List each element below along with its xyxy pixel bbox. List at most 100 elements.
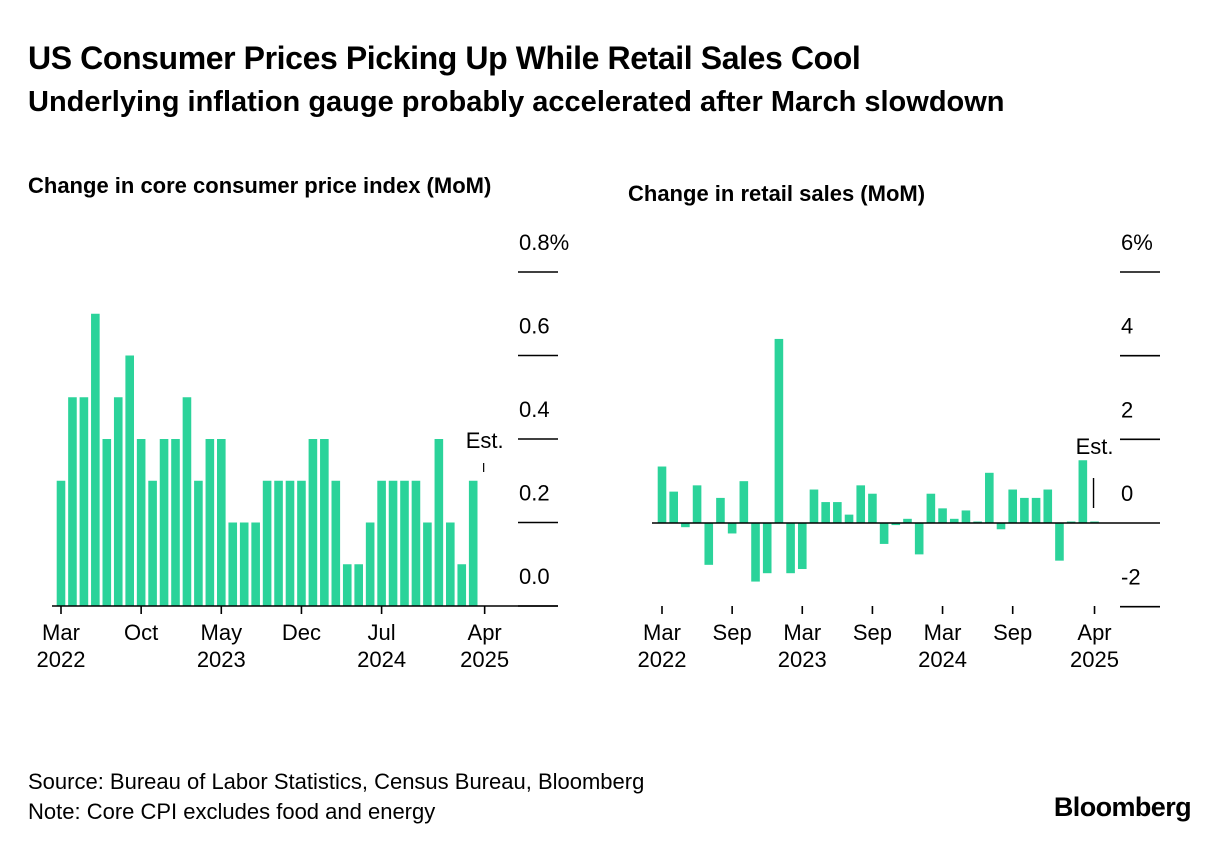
footnote: Note: Core CPI excludes food and energy bbox=[28, 799, 436, 824]
rs-bar bbox=[985, 472, 994, 523]
cpi-xtick-label: May bbox=[201, 620, 243, 645]
rs-xtick-label: Sep bbox=[993, 620, 1032, 645]
rs-bar bbox=[669, 491, 678, 523]
cpi-bar bbox=[446, 522, 455, 606]
cpi-bar bbox=[91, 313, 100, 606]
rs-bar bbox=[903, 518, 912, 523]
rs-ytick-label: 6% bbox=[1121, 230, 1153, 255]
rs-bar bbox=[868, 493, 877, 523]
rs-bar bbox=[657, 466, 667, 523]
cpi-bar bbox=[297, 480, 306, 606]
chart-title: US Consumer Prices Picking Up While Reta… bbox=[28, 40, 861, 76]
cpi-bar bbox=[251, 522, 260, 606]
rs-bar bbox=[844, 514, 854, 523]
cpi-bar bbox=[205, 439, 215, 606]
rs-bar bbox=[692, 485, 702, 523]
rs-xtick-label: Mar bbox=[924, 620, 962, 645]
rs-bar bbox=[704, 523, 714, 565]
rs-bar bbox=[751, 523, 760, 582]
rs-xtick-label: Mar bbox=[643, 620, 681, 645]
cpi-ytick-label: 0.6 bbox=[519, 314, 550, 339]
rs-bar bbox=[856, 485, 866, 523]
cpi-panel-title: Change in core consumer price index (MoM… bbox=[28, 173, 492, 198]
cpi-bar bbox=[434, 439, 444, 606]
rs-bar bbox=[961, 510, 971, 523]
rs-xtick-label: Apr bbox=[1077, 620, 1111, 645]
cpi-bar bbox=[400, 480, 409, 606]
cpi-bar bbox=[354, 564, 363, 606]
rs-bar bbox=[774, 338, 784, 523]
rs-xtick-year-label: 2023 bbox=[778, 647, 827, 672]
rs-bar bbox=[821, 502, 830, 523]
rs-bar bbox=[797, 523, 807, 570]
rs-ytick-label: 2 bbox=[1121, 397, 1133, 422]
cpi-bar bbox=[331, 480, 341, 606]
rs-xtick-year-label: 2022 bbox=[638, 647, 687, 672]
rs-xtick-label: Mar bbox=[783, 620, 821, 645]
cpi-bar bbox=[217, 439, 226, 606]
cpi-bar bbox=[68, 397, 77, 606]
rs-bar bbox=[1078, 460, 1088, 523]
cpi-bar bbox=[320, 439, 329, 606]
rs-bar bbox=[926, 493, 936, 523]
cpi-bar bbox=[125, 355, 134, 606]
cpi-estimate-label: Est. bbox=[466, 428, 504, 453]
rs-bar bbox=[914, 523, 924, 555]
rs-bar bbox=[833, 502, 842, 523]
rs-bar bbox=[938, 508, 947, 523]
cpi-bar bbox=[182, 397, 192, 606]
source-note: Source: Bureau of Labor Statistics, Cens… bbox=[28, 769, 645, 794]
rs-bar bbox=[762, 523, 772, 574]
rs-bar bbox=[739, 481, 749, 523]
cpi-xtick-year-label: 2023 bbox=[197, 647, 246, 672]
cpi-bar bbox=[377, 480, 386, 606]
cpi-bar bbox=[228, 522, 238, 606]
rs-bar bbox=[949, 518, 959, 523]
rs-bar bbox=[1008, 489, 1017, 523]
rs-estimate-label: Est. bbox=[1076, 434, 1114, 459]
cpi-ytick-label: 0.8% bbox=[519, 230, 569, 255]
rs-ytick-label: 4 bbox=[1121, 314, 1133, 339]
rs-bar bbox=[879, 523, 889, 544]
cpi-xtick-year-label: 2022 bbox=[37, 647, 86, 672]
cpi-bar bbox=[79, 397, 89, 606]
rs-bar bbox=[809, 489, 819, 523]
rs-bar bbox=[891, 523, 901, 526]
cpi-bar bbox=[239, 522, 249, 606]
cpi-xtick-label: Apr bbox=[468, 620, 502, 645]
cpi-bar bbox=[342, 564, 352, 606]
cpi-ytick-label: 0.4 bbox=[519, 397, 550, 422]
rs-xtick-year-label: 2025 bbox=[1070, 647, 1119, 672]
rs-bar bbox=[786, 523, 795, 574]
rs-bar bbox=[1043, 489, 1053, 523]
rs-bar bbox=[996, 523, 1006, 530]
cpi-bar bbox=[411, 480, 421, 606]
cpi-bar bbox=[102, 439, 112, 606]
rs-bar bbox=[1020, 497, 1029, 523]
rs-ytick-label: -2 bbox=[1121, 565, 1141, 590]
cpi-xtick-year-label: 2024 bbox=[357, 647, 406, 672]
cpi-xtick-label: Dec bbox=[282, 620, 321, 645]
cpi-bar bbox=[468, 480, 478, 606]
cpi-xtick-label: Oct bbox=[124, 620, 158, 645]
cpi-xtick-year-label: 2025 bbox=[460, 647, 509, 672]
cpi-xtick-label: Mar bbox=[42, 620, 80, 645]
cpi-bar bbox=[159, 439, 169, 606]
rs-bar bbox=[681, 523, 690, 528]
cpi-bar bbox=[388, 480, 398, 606]
cpi-bar bbox=[285, 480, 295, 606]
cpi-bar bbox=[136, 439, 146, 606]
cpi-bar bbox=[56, 480, 66, 606]
cpi-xtick-label: Jul bbox=[368, 620, 396, 645]
cpi-bar bbox=[274, 480, 283, 606]
chart-subtitle: Underlying inflation gauge probably acce… bbox=[28, 86, 1005, 118]
cpi-bar bbox=[113, 397, 123, 606]
cpi-bar bbox=[148, 480, 157, 606]
rs-ytick-label: 0 bbox=[1121, 481, 1133, 506]
cpi-bar bbox=[457, 564, 467, 606]
cpi-bar bbox=[308, 439, 318, 606]
rs-xtick-year-label: 2024 bbox=[918, 647, 967, 672]
cpi-bar bbox=[171, 439, 180, 606]
